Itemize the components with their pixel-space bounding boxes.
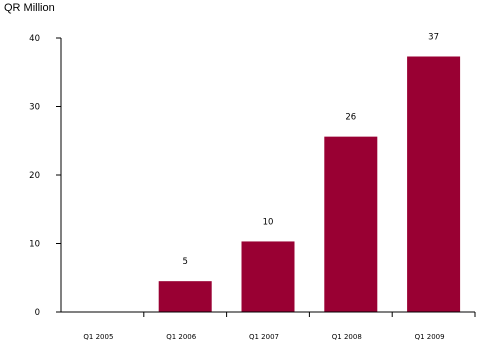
y-tick-label: 20 — [29, 171, 40, 181]
bars — [158, 56, 461, 313]
y-tick-label: 40 — [29, 34, 40, 44]
y-tick-label: 30 — [29, 103, 40, 113]
data-labels: 5 10 26 37 — [182, 32, 439, 267]
x-tick-label: Q1 2009 — [415, 333, 445, 341]
x-tick-label: Q1 2005 — [83, 333, 113, 341]
bar — [241, 241, 295, 312]
bar — [158, 281, 212, 312]
y-tick-label: 10 — [29, 240, 40, 250]
axes — [60, 38, 475, 313]
x-tick-label: Q1 2007 — [249, 333, 279, 341]
x-tick-label: Q1 2008 — [332, 333, 362, 341]
bar-value-label: 26 — [345, 113, 356, 123]
bar — [407, 56, 461, 313]
bar-value-label: 10 — [263, 217, 274, 227]
x-axis-ticks: Q1 2005 Q1 2006 Q1 2007 Q1 2008 Q1 2009 — [83, 312, 476, 341]
bar — [324, 136, 378, 312]
y-tick-label: 0 — [35, 308, 40, 318]
y-axis-ticks: 0 10 20 30 40 — [29, 34, 61, 318]
x-tick-label: Q1 2006 — [166, 333, 197, 341]
bar-value-label: 5 — [182, 257, 187, 267]
bar-value-label: 37 — [428, 32, 439, 42]
y-axis-unit-label: QR Million — [4, 2, 55, 14]
